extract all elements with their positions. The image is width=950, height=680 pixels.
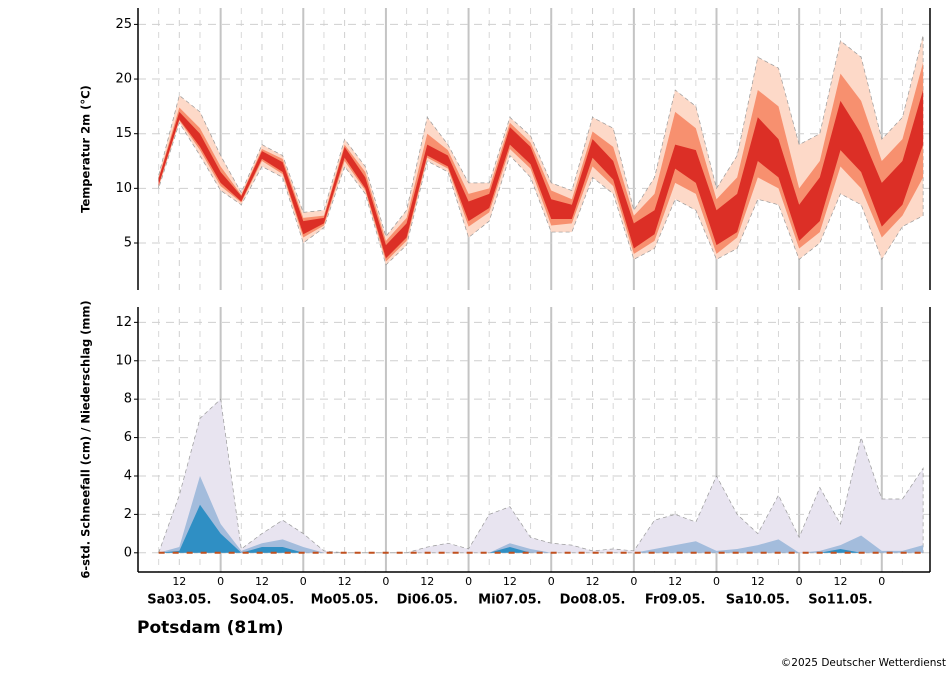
x-tick-label: 12 bbox=[255, 575, 269, 588]
y-tick-label: 0 bbox=[124, 545, 132, 560]
y-tick-label: 10 bbox=[115, 353, 132, 368]
x-tick-label: 0 bbox=[630, 575, 637, 588]
x-tick-label: 0 bbox=[465, 575, 472, 588]
day-label: Sa10.05. bbox=[726, 593, 790, 608]
y-axis-label: Temperatur 2m (°C) bbox=[79, 85, 93, 213]
y-axis-label: 6-std. Schneefall (cm) / Niederschlag (m… bbox=[79, 300, 93, 578]
y-tick-label: 2 bbox=[124, 507, 132, 522]
x-tick-label: 12 bbox=[172, 575, 186, 588]
y-tick-label: 6 bbox=[124, 430, 132, 445]
y-tick-label: 25 bbox=[115, 17, 132, 32]
y-tick-label: 8 bbox=[124, 392, 132, 407]
x-tick-label: 12 bbox=[338, 575, 352, 588]
precip-area bbox=[158, 504, 924, 553]
day-label: Do08.05. bbox=[560, 593, 626, 608]
day-label: Di06.05. bbox=[397, 593, 458, 608]
y-tick-label: 12 bbox=[115, 315, 132, 330]
day-label: So11.05. bbox=[808, 593, 872, 608]
x-tick-label: 12 bbox=[503, 575, 517, 588]
day-label: Mi07.05. bbox=[478, 593, 541, 608]
x-tick-label: 0 bbox=[796, 575, 803, 588]
x-tick-label: 0 bbox=[217, 575, 224, 588]
x-tick-label: 0 bbox=[300, 575, 307, 588]
day-label: Fr09.05. bbox=[645, 593, 706, 608]
day-label: So04.05. bbox=[230, 593, 294, 608]
location-title: Potsdam (81m) bbox=[137, 618, 284, 638]
y-tick-label: 15 bbox=[115, 126, 132, 141]
x-tick-label: 0 bbox=[382, 575, 389, 588]
precip-area bbox=[158, 475, 924, 553]
day-label: Sa03.05. bbox=[147, 593, 211, 608]
day-label: Mo05.05. bbox=[311, 593, 379, 608]
x-tick-label: 0 bbox=[878, 575, 885, 588]
y-tick-label: 10 bbox=[115, 181, 132, 196]
y-tick-label: 4 bbox=[124, 468, 132, 483]
y-tick-label: 20 bbox=[115, 72, 132, 87]
x-tick-label: 12 bbox=[833, 575, 847, 588]
x-tick-label: 12 bbox=[586, 575, 600, 588]
x-tick-label: 0 bbox=[713, 575, 720, 588]
precip-area bbox=[158, 398, 924, 554]
x-tick-label: 0 bbox=[548, 575, 555, 588]
temperature-band bbox=[158, 89, 924, 259]
x-tick-label: 12 bbox=[751, 575, 765, 588]
credit: ©2025 Deutscher Wetterdienst bbox=[781, 657, 946, 669]
y-tick-label: 5 bbox=[124, 236, 132, 251]
x-tick-label: 12 bbox=[420, 575, 434, 588]
x-tick-label: 12 bbox=[668, 575, 682, 588]
